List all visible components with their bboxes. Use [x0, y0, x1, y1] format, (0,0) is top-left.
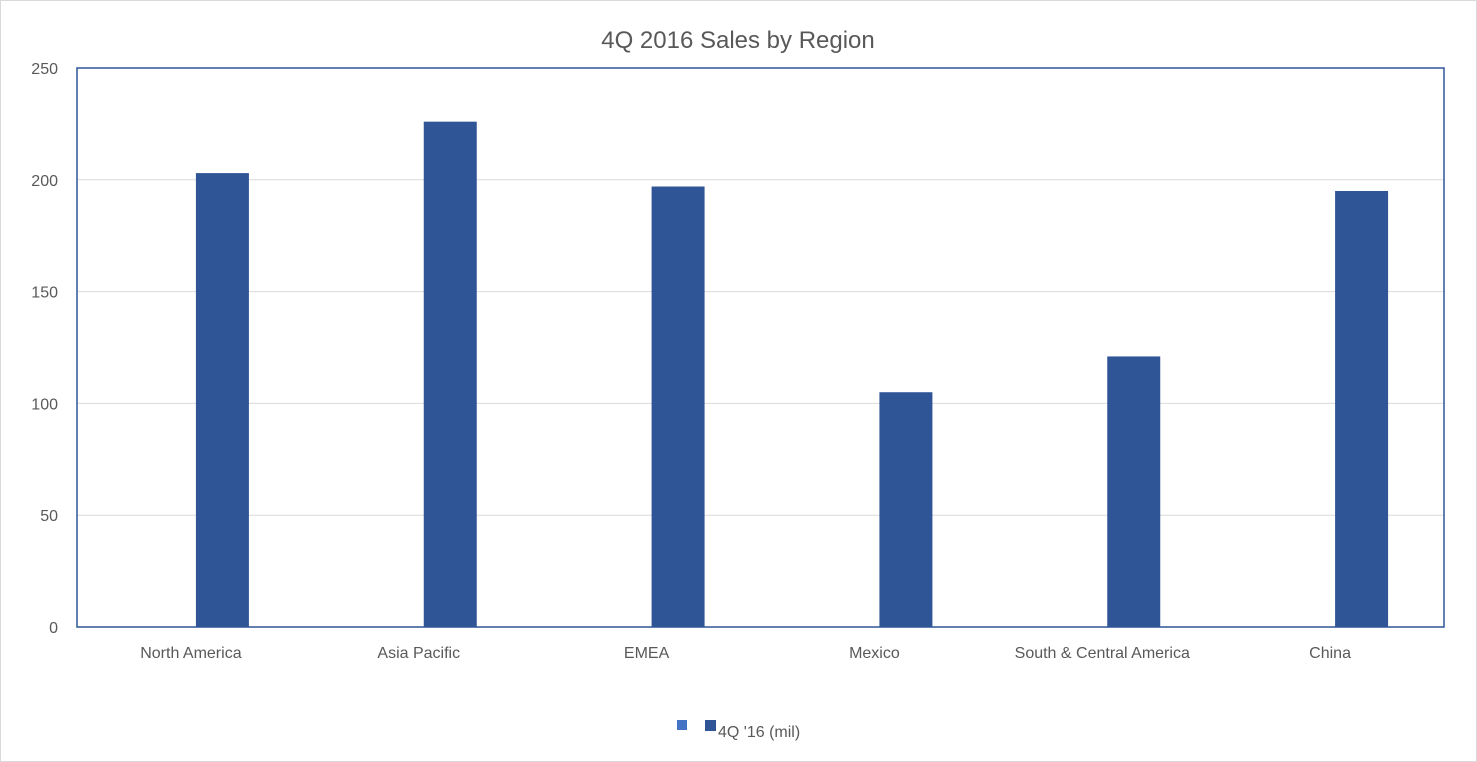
x-tick-label: Mexico: [849, 645, 900, 662]
gridlines: [77, 179, 1444, 516]
bar-emea: [651, 186, 705, 627]
y-axis-ticks: 0 50 100 150 200 250: [31, 61, 58, 637]
x-tick-label: Asia Pacific: [377, 645, 460, 662]
legend-label: 4Q '16 (mil): [718, 724, 800, 741]
plot-area-border: [76, 67, 1445, 628]
y-tick-label: 250: [31, 61, 58, 78]
legend: 4Q '16 (mil): [677, 720, 800, 741]
x-axis-ticks: North America Asia Pacific EMEA Mexico South…: [140, 645, 1351, 662]
legend-swatch: [705, 720, 716, 731]
legend-swatch: [677, 720, 687, 730]
bar-south-central-america: [1107, 356, 1161, 627]
x-tick-label: China: [1309, 645, 1351, 662]
bar-mexico: [879, 392, 933, 627]
bar-north-america: [195, 173, 249, 628]
x-tick-label: South & Central America: [1015, 645, 1190, 662]
y-tick-label: 0: [49, 620, 58, 637]
y-tick-label: 200: [31, 173, 58, 190]
y-tick-label: 100: [31, 396, 58, 413]
x-tick-label: EMEA: [624, 645, 670, 662]
bar-asia-pacific: [423, 121, 477, 627]
bars: [195, 121, 1389, 628]
bar-china: [1335, 190, 1389, 628]
y-tick-label: 50: [40, 508, 58, 525]
x-tick-label: North America: [140, 645, 241, 662]
chart-title: 4Q 2016 Sales by Region: [601, 27, 875, 54]
y-tick-label: 150: [31, 285, 58, 302]
